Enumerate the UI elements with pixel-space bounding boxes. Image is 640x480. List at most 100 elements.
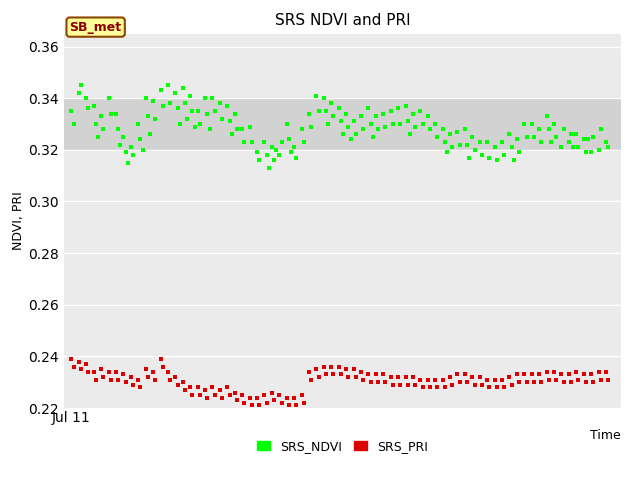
Point <box>385 107 396 115</box>
Point <box>371 112 381 120</box>
Point <box>484 384 495 391</box>
Point <box>549 120 559 128</box>
Point <box>338 131 348 138</box>
Point <box>123 159 133 167</box>
Point <box>356 112 366 120</box>
Point <box>269 156 279 164</box>
Point <box>204 125 214 133</box>
Point <box>237 125 247 133</box>
Point <box>579 136 589 144</box>
Point <box>76 82 86 89</box>
Point <box>566 131 576 138</box>
Point <box>98 125 108 133</box>
Point <box>284 402 294 409</box>
Point <box>185 384 195 391</box>
Point <box>454 141 465 148</box>
Point <box>296 391 307 399</box>
Point <box>336 118 346 125</box>
Point <box>556 144 566 151</box>
Point <box>91 376 101 384</box>
Point <box>244 123 255 131</box>
Point <box>564 138 574 146</box>
Point <box>401 373 411 381</box>
Point <box>128 381 138 389</box>
Point <box>232 125 242 133</box>
Point <box>422 112 433 120</box>
Point <box>593 146 604 154</box>
Point <box>145 131 156 138</box>
Point <box>529 378 539 386</box>
Point <box>274 151 284 159</box>
Point <box>254 156 264 164</box>
Point <box>601 368 611 376</box>
Point <box>185 92 195 99</box>
Point <box>254 402 264 409</box>
Point <box>447 144 458 151</box>
Point <box>422 376 433 384</box>
Point <box>239 138 250 146</box>
Point <box>440 384 450 391</box>
Point <box>417 120 428 128</box>
Point <box>365 120 376 128</box>
Point <box>326 363 337 371</box>
Point <box>440 138 450 146</box>
Point <box>601 138 611 146</box>
Point <box>113 125 124 133</box>
Point <box>306 123 316 131</box>
Point <box>343 373 353 381</box>
Point <box>482 376 492 384</box>
Point <box>432 384 442 391</box>
Point <box>603 376 613 384</box>
Point <box>593 368 604 376</box>
Point <box>163 368 173 376</box>
Point <box>425 125 435 133</box>
Point <box>506 381 516 389</box>
Point <box>323 120 333 128</box>
Point <box>74 358 84 365</box>
Point <box>579 371 589 378</box>
Point <box>239 399 250 407</box>
Point <box>120 378 131 386</box>
Title: SRS NDVI and PRI: SRS NDVI and PRI <box>275 13 410 28</box>
Point <box>464 154 474 161</box>
Point <box>128 151 138 159</box>
Point <box>172 105 182 112</box>
Point <box>304 368 314 376</box>
Point <box>96 112 106 120</box>
Point <box>148 368 158 376</box>
Point <box>403 118 413 125</box>
Point <box>430 376 440 384</box>
Point <box>509 156 519 164</box>
Point <box>165 99 175 107</box>
Point <box>88 368 99 376</box>
Point <box>321 107 331 115</box>
Point <box>408 110 418 118</box>
Point <box>157 363 168 371</box>
Point <box>462 141 472 148</box>
Point <box>74 89 84 97</box>
Point <box>410 381 420 389</box>
Point <box>534 125 544 133</box>
Point <box>467 133 477 141</box>
Legend: SRS_NDVI, SRS_PRI: SRS_NDVI, SRS_PRI <box>252 435 433 458</box>
Point <box>193 107 203 115</box>
Point <box>452 371 463 378</box>
Point <box>408 373 418 381</box>
Point <box>371 371 381 378</box>
Point <box>188 391 198 399</box>
Point <box>299 399 309 407</box>
Point <box>133 376 143 384</box>
Point <box>403 381 413 389</box>
Point <box>364 105 374 112</box>
Point <box>321 371 331 378</box>
Point <box>393 105 403 112</box>
Point <box>172 381 182 389</box>
Point <box>541 112 552 120</box>
Point <box>202 394 212 401</box>
Point <box>244 394 255 401</box>
Point <box>135 136 145 144</box>
Point <box>596 376 606 384</box>
Point <box>156 355 166 363</box>
Point <box>195 391 205 399</box>
Point <box>237 391 247 399</box>
